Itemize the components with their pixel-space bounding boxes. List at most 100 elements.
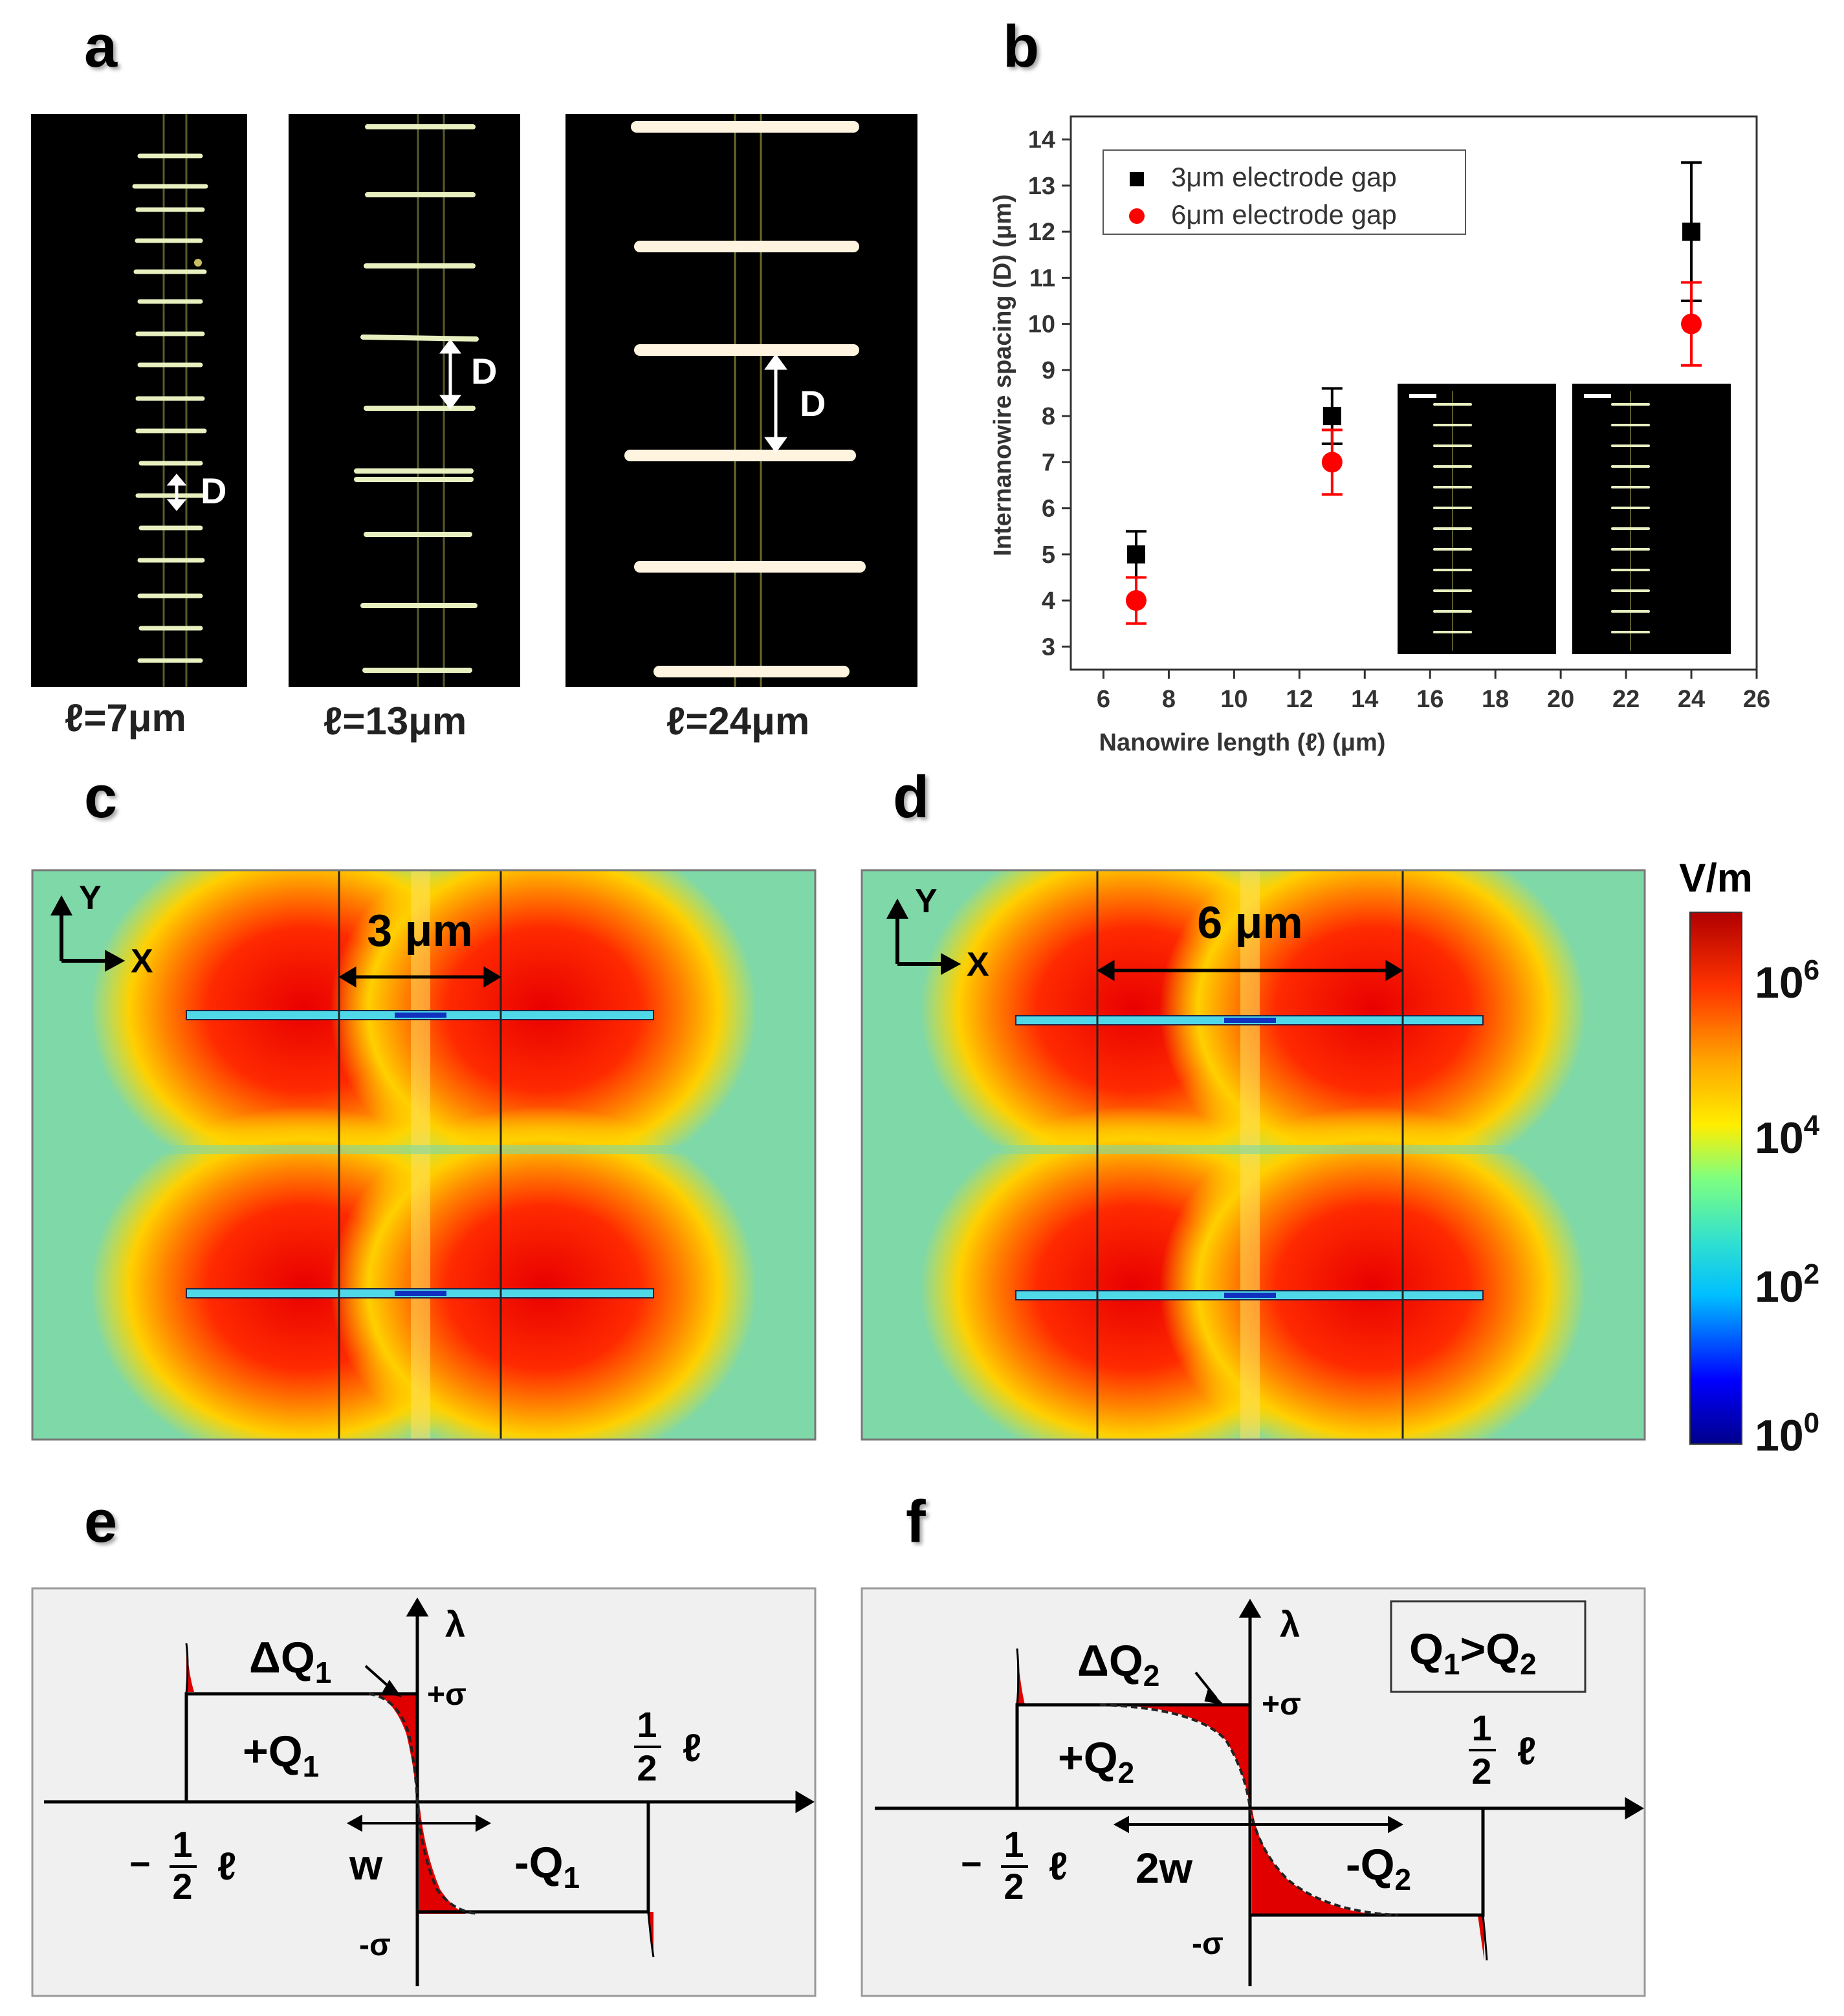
svg-text:ℓ: ℓ	[683, 1726, 701, 1769]
axis-x-label-c: X	[131, 943, 153, 980]
x-tick-label: 8	[1162, 686, 1176, 713]
svg-text:1: 1	[637, 1704, 657, 1745]
half-length-left-f: − 1 2 ℓ	[961, 1824, 1068, 1907]
colorbar-tick-1e4: 104	[1755, 1110, 1820, 1163]
panel-letter-d: d	[893, 764, 930, 830]
svg-text:1: 1	[1004, 1824, 1024, 1865]
plus-q2-label: +Q2	[1058, 1733, 1134, 1790]
x-tick-label: 12	[1286, 686, 1313, 713]
svg-text:−: −	[961, 1843, 982, 1884]
micrograph-13um-drawing	[354, 114, 479, 687]
plus-sigma-f: +σ	[1262, 1687, 1301, 1722]
panel-letter-a: a	[84, 14, 118, 80]
minus-sigma-f: -σ	[1192, 1927, 1224, 1961]
colorbar-tick-1e6: 106	[1755, 954, 1819, 1007]
y-tick-label: 4	[1042, 587, 1055, 615]
caption-13um: ℓ=13μm	[324, 699, 467, 743]
charge-diagram-f	[861, 1587, 1646, 1997]
y-tick-label: 3	[1042, 633, 1055, 661]
svg-text:2: 2	[1004, 1866, 1024, 1907]
y-tick-label: 10	[1028, 311, 1055, 338]
caption-7um: ℓ=7μm	[65, 696, 186, 740]
chart-y-label: Internanowire spacing (D) (μm)	[989, 194, 1016, 556]
field-map-6um	[862, 870, 1645, 1440]
svg-text:ℓ: ℓ	[217, 1845, 236, 1888]
delta-q1-label: ΔQ1	[249, 1633, 331, 1689]
micrograph-7um: D	[31, 114, 247, 687]
x-tick-label: 18	[1482, 686, 1509, 713]
chart-x-label: Nanowire length (ℓ) (μm)	[1099, 729, 1386, 756]
data-point-6um	[1681, 313, 1702, 334]
x-tick-label: 16	[1416, 686, 1443, 713]
q-comparison-box	[1390, 1600, 1586, 1693]
y-tick-label: 5	[1042, 542, 1055, 569]
legend-label-3um: 3μm electrode gap	[1171, 162, 1397, 192]
svg-text:ℓ: ℓ	[1517, 1729, 1536, 1773]
minus-sigma-e: -σ	[359, 1928, 391, 1962]
y-tick-label: 9	[1042, 357, 1055, 384]
width-label-f: 2w	[1136, 1844, 1193, 1892]
y-tick-label: 11	[1029, 265, 1055, 292]
x-tick-label: 10	[1220, 686, 1247, 713]
x-tick-label: 22	[1612, 686, 1640, 713]
inset-micrograph-6um	[1572, 384, 1731, 654]
chart-legend: 3μm electrode gap 6μm electrode gap	[1103, 149, 1466, 235]
field-map-3um	[32, 870, 815, 1440]
panel-letter-f: f	[906, 1489, 926, 1555]
lambda-label-f: λ	[1280, 1604, 1300, 1645]
data-point-3um	[1126, 545, 1145, 564]
caption-24um: ℓ=24μm	[666, 699, 810, 743]
svg-text:ℓ: ℓ	[1049, 1845, 1068, 1888]
legend-marker-3um	[1130, 172, 1144, 186]
gap-label-3um: 3 μm	[367, 905, 472, 956]
inset-micrograph-3um	[1398, 384, 1556, 654]
y-tick-label: 6	[1042, 496, 1055, 523]
legend-marker-6um	[1129, 208, 1145, 224]
y-tick-label: 7	[1042, 449, 1055, 476]
spacing-label-7um: D	[201, 470, 227, 511]
x-tick-label: 24	[1678, 686, 1705, 713]
svg-text:2: 2	[1471, 1751, 1491, 1791]
spacing-label-13um: D	[471, 351, 498, 391]
minus-q2-label: -Q2	[1346, 1840, 1411, 1896]
data-point-3um	[1682, 223, 1701, 241]
axis-y-label-d: Y	[915, 882, 938, 920]
half-length-right-e: 1 2 ℓ	[634, 1704, 701, 1788]
legend-label-6um: 6μm electrode gap	[1171, 199, 1397, 230]
q-comparison-label: Q1>Q2	[1409, 1625, 1537, 1681]
colorbar-tick-1e2: 102	[1755, 1258, 1819, 1311]
half-length-right-f: 1 2 ℓ	[1469, 1707, 1536, 1791]
delta-q2-label: ΔQ2	[1077, 1636, 1159, 1693]
micrograph-13um: D	[289, 114, 520, 687]
colorbar	[1689, 912, 1742, 1445]
x-tick-label: 14	[1351, 686, 1378, 713]
axes-icon-d	[886, 898, 961, 976]
lambda-label-e: λ	[445, 1604, 465, 1645]
colorbar-unit: V/m	[1679, 856, 1753, 901]
svg-text:2: 2	[172, 1866, 192, 1907]
micrograph-24um: D	[565, 114, 917, 687]
colorbar-tick-1e0: 100	[1755, 1407, 1819, 1460]
panel-letter-b: b	[1003, 14, 1040, 80]
y-tick-label: 8	[1042, 403, 1055, 430]
spacing-label-24um: D	[800, 383, 826, 424]
y-tick-label: 12	[1028, 219, 1055, 246]
svg-text:1: 1	[1471, 1707, 1491, 1748]
width-label-e: w	[349, 1841, 383, 1889]
x-tick-label: 26	[1743, 686, 1770, 713]
plus-sigma-e: +σ	[427, 1678, 466, 1712]
micrograph-24um-drawing	[624, 114, 866, 687]
chart-internanowire-spacing: 6 8 10 12 14 16 18 20 22 24 26 3 4 5 6 7 8 9 10 11 12 13 14 3μ…	[989, 115, 1770, 756]
charge-diagram-e	[31, 1587, 817, 1997]
half-length-left-e: − 1 2 ℓ	[129, 1824, 236, 1907]
y-tick-label: 14	[1028, 127, 1055, 154]
data-point-3um	[1323, 407, 1341, 426]
y-tick-label: 13	[1028, 173, 1055, 200]
panel-letter-e: e	[84, 1489, 118, 1555]
axis-x-label-d: X	[967, 946, 989, 983]
data-point-6um	[1321, 452, 1343, 473]
svg-text:2: 2	[637, 1748, 657, 1788]
axes-icon-c	[50, 895, 126, 972]
